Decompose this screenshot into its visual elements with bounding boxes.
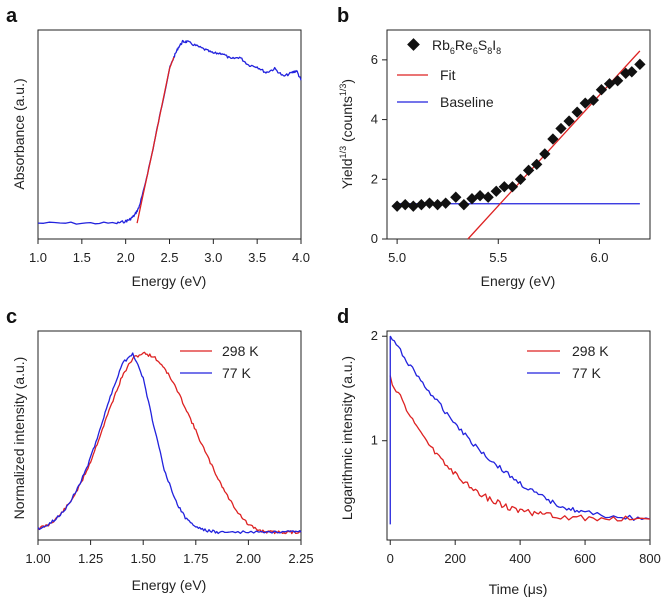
absorbance-fit-curve bbox=[136, 56, 175, 224]
panel-label-b: b bbox=[337, 5, 349, 27]
legend-77k-d: 77 K bbox=[572, 365, 601, 381]
pl-curve-77k bbox=[37, 352, 302, 535]
series-a bbox=[37, 39, 302, 225]
x-axis-label-c: Energy (eV) bbox=[132, 577, 207, 593]
data-point bbox=[440, 197, 452, 209]
data-point bbox=[531, 158, 543, 171]
ticks-b: 5.0 5.5 6.0 0 2 4 6 bbox=[371, 52, 609, 265]
data-point bbox=[482, 191, 494, 203]
data-point bbox=[514, 173, 527, 185]
b-ytick-label: 6 bbox=[371, 52, 378, 67]
c-xtick-label: 1.00 bbox=[25, 551, 50, 566]
y-axis-label-a: Absorbance (a.u.) bbox=[11, 78, 27, 189]
panel-d: 0 200 400 600 800 1 2 298 K 77 K Time (μs) Log… bbox=[339, 328, 661, 597]
a-xtick-label: 4.0 bbox=[292, 250, 310, 265]
data-point bbox=[539, 148, 551, 160]
c-xtick-label: 1.75 bbox=[183, 551, 208, 566]
x-axis-label-b: Energy (eV) bbox=[481, 273, 556, 289]
d-xtick-label: 600 bbox=[574, 551, 596, 566]
y-axis-label-b: Yield1/3 (counts1/3) bbox=[338, 79, 355, 189]
c-xtick-label: 2.25 bbox=[288, 551, 313, 566]
data-point bbox=[547, 133, 559, 145]
b-xtick-label: 6.0 bbox=[590, 250, 608, 265]
panel-label-d: d bbox=[337, 306, 349, 328]
d-ytick-label: 1 bbox=[371, 433, 378, 448]
b-ytick-label: 4 bbox=[371, 112, 378, 127]
b-ytick-label: 0 bbox=[371, 231, 378, 246]
x-ticks-a: 1.0 1.5 2.0 2.5 3.0 3.5 4.0 bbox=[29, 239, 310, 265]
legend-d: 298 K 77 K bbox=[527, 343, 609, 381]
data-point bbox=[399, 199, 411, 211]
panel-label-c: c bbox=[6, 306, 17, 328]
data-point bbox=[450, 191, 462, 203]
a-xtick-label: 3.5 bbox=[248, 250, 266, 265]
c-xtick-label: 1.50 bbox=[131, 551, 156, 566]
decay-curve-298k bbox=[389, 375, 651, 522]
series-d bbox=[389, 335, 651, 525]
series-c bbox=[37, 351, 302, 535]
plot-frame-b bbox=[386, 29, 651, 240]
legend-b: Rb6Re6S8I8 Fit Baseline bbox=[397, 37, 501, 110]
b-xtick-label: 5.5 bbox=[489, 250, 507, 265]
legend-baseline: Baseline bbox=[440, 94, 494, 110]
data-point bbox=[431, 199, 444, 211]
series-b bbox=[391, 50, 646, 240]
plot-frame-c bbox=[37, 330, 302, 541]
panel-c: 1.00 1.25 1.50 1.75 2.00 2.25 298 K 77 K Ener… bbox=[11, 330, 314, 593]
c-xtick-label: 1.25 bbox=[78, 551, 103, 566]
legend-298k-d: 298 K bbox=[572, 343, 609, 359]
data-point bbox=[407, 200, 419, 212]
data-point bbox=[498, 181, 510, 193]
d-xtick-label: 0 bbox=[387, 551, 394, 566]
data-point bbox=[506, 181, 519, 193]
pl-curve-298k bbox=[37, 351, 302, 535]
x-axis-label-a: Energy (eV) bbox=[132, 273, 207, 289]
d-xtick-label: 200 bbox=[444, 551, 466, 566]
legend-298k-c: 298 K bbox=[222, 343, 259, 359]
a-xtick-label: 2.0 bbox=[117, 250, 135, 265]
data-point bbox=[391, 200, 403, 212]
legend-compound: Rb6Re6S8I8 bbox=[432, 37, 501, 56]
x-ticks-c: 1.00 1.25 1.50 1.75 2.00 2.25 bbox=[25, 540, 314, 566]
panel-a: 1.0 1.5 2.0 2.5 3.0 3.5 4.0 Energy (eV) Absorb… bbox=[11, 29, 310, 289]
absorbance-curve bbox=[37, 39, 302, 225]
a-xtick-label: 3.0 bbox=[204, 250, 222, 265]
b-xtick-label: 5.0 bbox=[388, 250, 406, 265]
a-xtick-label: 1.0 bbox=[29, 250, 47, 265]
legend-marker-data bbox=[407, 38, 420, 51]
panel-b: 5.0 5.5 6.0 0 2 4 6 Rb6Re6S8I8 Fit Baseline En… bbox=[338, 29, 651, 289]
plot-frame-a bbox=[37, 29, 302, 240]
ticks-d: 0 200 400 600 800 1 2 bbox=[371, 328, 661, 566]
y-axis-label-c: Normalized intensity (a.u.) bbox=[11, 357, 27, 520]
data-point bbox=[458, 199, 470, 211]
data-point bbox=[423, 197, 436, 209]
legend-c: 298 K 77 K bbox=[180, 343, 259, 381]
data-point bbox=[522, 164, 535, 176]
panel-label-a: a bbox=[6, 5, 18, 27]
data-point bbox=[415, 199, 428, 211]
data-point bbox=[490, 185, 502, 197]
a-xtick-label: 2.5 bbox=[160, 250, 178, 265]
a-xtick-label: 1.5 bbox=[73, 250, 91, 265]
data-point bbox=[634, 58, 646, 70]
data-point bbox=[595, 84, 608, 96]
d-ytick-label: 2 bbox=[371, 328, 378, 343]
d-xtick-label: 400 bbox=[509, 551, 531, 566]
x-axis-label-d: Time (μs) bbox=[489, 581, 548, 597]
decay-curve-77k bbox=[389, 335, 651, 521]
legend-77k-c: 77 K bbox=[222, 365, 251, 381]
b-ytick-label: 2 bbox=[371, 171, 378, 186]
data-point bbox=[563, 115, 575, 127]
d-xtick-label: 800 bbox=[639, 551, 661, 566]
data-point bbox=[474, 190, 486, 202]
legend-fit: Fit bbox=[440, 67, 456, 83]
y-axis-label-d: Logarithmic intensity (a.u.) bbox=[339, 356, 355, 520]
c-xtick-label: 2.00 bbox=[236, 551, 261, 566]
plot-frame-d bbox=[386, 330, 651, 541]
